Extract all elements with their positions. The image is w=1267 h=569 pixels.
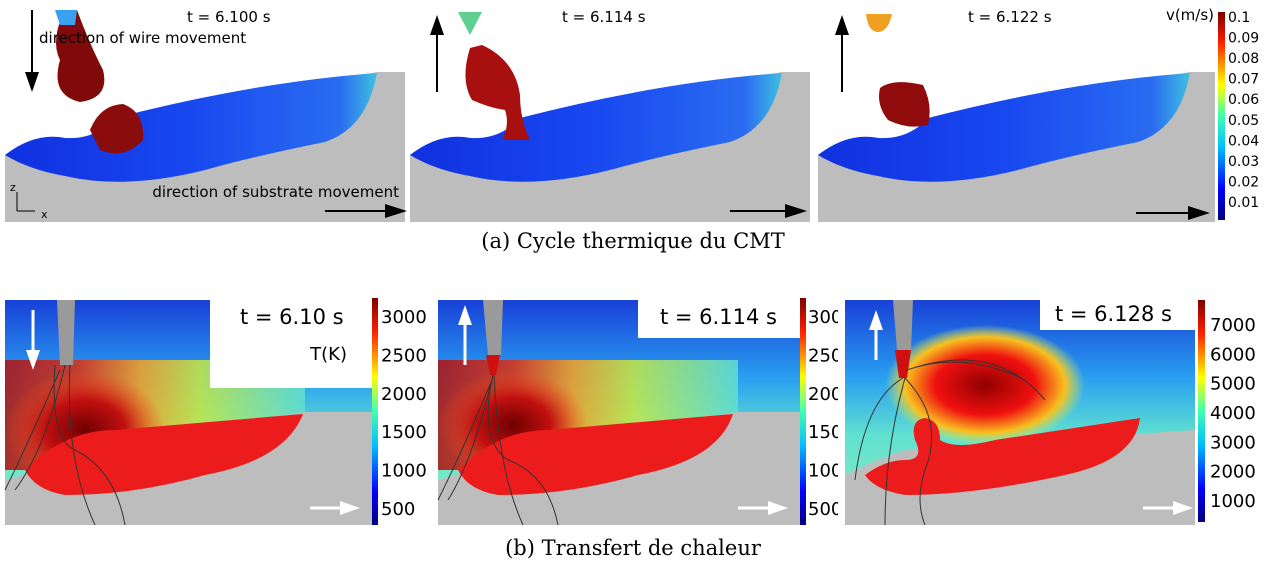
colorbar [372, 298, 378, 525]
melt-pool [410, 73, 782, 182]
colorbar-tick-label: 0.03 [1228, 154, 1259, 170]
arrow-head [26, 350, 40, 370]
streamlines [854, 359, 1046, 526]
colorbar-tick-label: 0.06 [1228, 92, 1259, 108]
melt-pool [25, 414, 303, 495]
caption: (b) Transfert de chaleur [505, 536, 762, 560]
arrow-head [785, 204, 807, 218]
droplet [486, 355, 500, 375]
colorbar-tick-label: 0.04 [1228, 133, 1259, 149]
colorbar-tick-label: 3000 [1210, 432, 1256, 453]
colorbar-ticks: 7000 6000 5000 4000 3000 2000 1000 [1210, 315, 1256, 512]
arrow-head [768, 501, 788, 515]
colorbar-tick-label: 2000 [1210, 462, 1256, 483]
colorbar-tick-label: 3000 [381, 307, 427, 328]
colorbar-tick-label: 500 [381, 499, 415, 520]
colorbar-tick-label: 500 [808, 499, 842, 520]
colorbar-tick-label: 1000 [1210, 491, 1256, 512]
streamlines [4, 364, 126, 526]
wire [57, 300, 75, 365]
colorbar-tick-label: 7000 [1210, 315, 1256, 336]
droplet [90, 104, 144, 154]
wire [458, 12, 482, 35]
arrow-head [430, 15, 444, 35]
colorbar-tick-label: 100 [808, 461, 842, 482]
melt-pool [458, 414, 733, 495]
axes-glyph [16, 192, 35, 212]
velocity-frame: t = 6.122 s [818, 8, 1215, 222]
melt-pool [818, 73, 1190, 182]
colorbar-ticks: 3000 2500 2000 1500 1000 500 [381, 307, 427, 520]
wire [866, 14, 892, 32]
colorbar-title: v(m/s) [1166, 6, 1214, 24]
colorbar-tick-label: 0.07 [1228, 72, 1259, 88]
colorbar-tick-label: 0.05 [1228, 113, 1259, 129]
hot-zone [885, 325, 1085, 445]
droplet [895, 350, 911, 378]
colorbar-tick-label: 200 [808, 384, 842, 405]
colorbar [1198, 300, 1205, 522]
wire [483, 300, 503, 355]
temperature-frame: t = 6.128 s [845, 300, 1195, 526]
colorbar-tick-label: 300 [808, 307, 842, 328]
arrow-head [340, 501, 360, 515]
frame-time: t = 6.128 s [1055, 302, 1172, 326]
label-box [638, 300, 800, 338]
colorbar-tick-label: 6000 [1210, 344, 1256, 365]
caption: (a) Cycle thermique du CMT [481, 229, 784, 253]
axis-label: x [41, 208, 48, 221]
label-box [210, 300, 372, 388]
arrow-head [458, 305, 472, 325]
annotation: direction of wire movement [39, 29, 246, 47]
colorbar-tick-label: 1000 [381, 461, 427, 482]
velocity-frame: z x direction of wire movement direction… [5, 8, 407, 222]
arrow-head [385, 204, 407, 218]
arrow-head [869, 310, 883, 330]
wire [55, 10, 77, 25]
velocity-frame: t = 6.114 s [410, 8, 810, 222]
colorbar [1218, 12, 1225, 220]
droplet [465, 45, 530, 140]
arrow-head [1188, 206, 1210, 220]
frame-time: t = 6.122 s [968, 8, 1052, 26]
droplet [879, 82, 930, 127]
colorbar-tick-label: 150 [808, 422, 842, 443]
annotation: direction of substrate movement [152, 183, 399, 201]
colorbar-tick-label: 250 [808, 345, 842, 366]
frame-time: t = 6.114 s [660, 305, 777, 329]
colorbar-tick-label: 5000 [1210, 374, 1256, 395]
frame-time: t = 6.100 s [187, 8, 271, 26]
colorbar-tick-label: 0.08 [1228, 51, 1259, 67]
colorbar-tick-label: 1500 [381, 422, 427, 443]
colorbar-tick-label: 0.1 [1228, 10, 1250, 26]
colorbar-tick-label: 2500 [381, 345, 427, 366]
colorbar-tick-label: 0.09 [1228, 31, 1259, 47]
wire [893, 300, 913, 350]
colorbar-ticks: 0.1 0.09 0.08 0.07 0.06 0.05 0.04 0.03 0.02 0.01 [1228, 10, 1259, 211]
colorbar-ticks: 300 250 200 150 100 500 [808, 307, 842, 520]
frame-time: t = 6.114 s [562, 8, 646, 26]
colorbar-title: T(K) [309, 344, 347, 365]
frame-time: t = 6.10 s [240, 305, 344, 329]
temperature-frame: t = 6.114 s [437, 300, 800, 526]
arrow-head [1173, 501, 1193, 515]
melt-pool [865, 418, 1140, 495]
colorbar-tick-label: 2000 [381, 384, 427, 405]
colorbar-tick-label: 4000 [1210, 403, 1256, 424]
melt-pool [5, 73, 377, 182]
arrow-head [835, 15, 849, 35]
colorbar-tick-label: 0.01 [1228, 195, 1259, 211]
axis-label: z [10, 181, 16, 194]
temperature-frame: t = 6.10 s T(K) [4, 300, 372, 526]
arrow-head [25, 72, 39, 92]
colorbar [800, 298, 806, 525]
wire-tip [56, 10, 105, 102]
streamlines [437, 374, 559, 526]
colorbar-tick-label: 0.02 [1228, 174, 1259, 190]
label-box [1040, 300, 1195, 330]
